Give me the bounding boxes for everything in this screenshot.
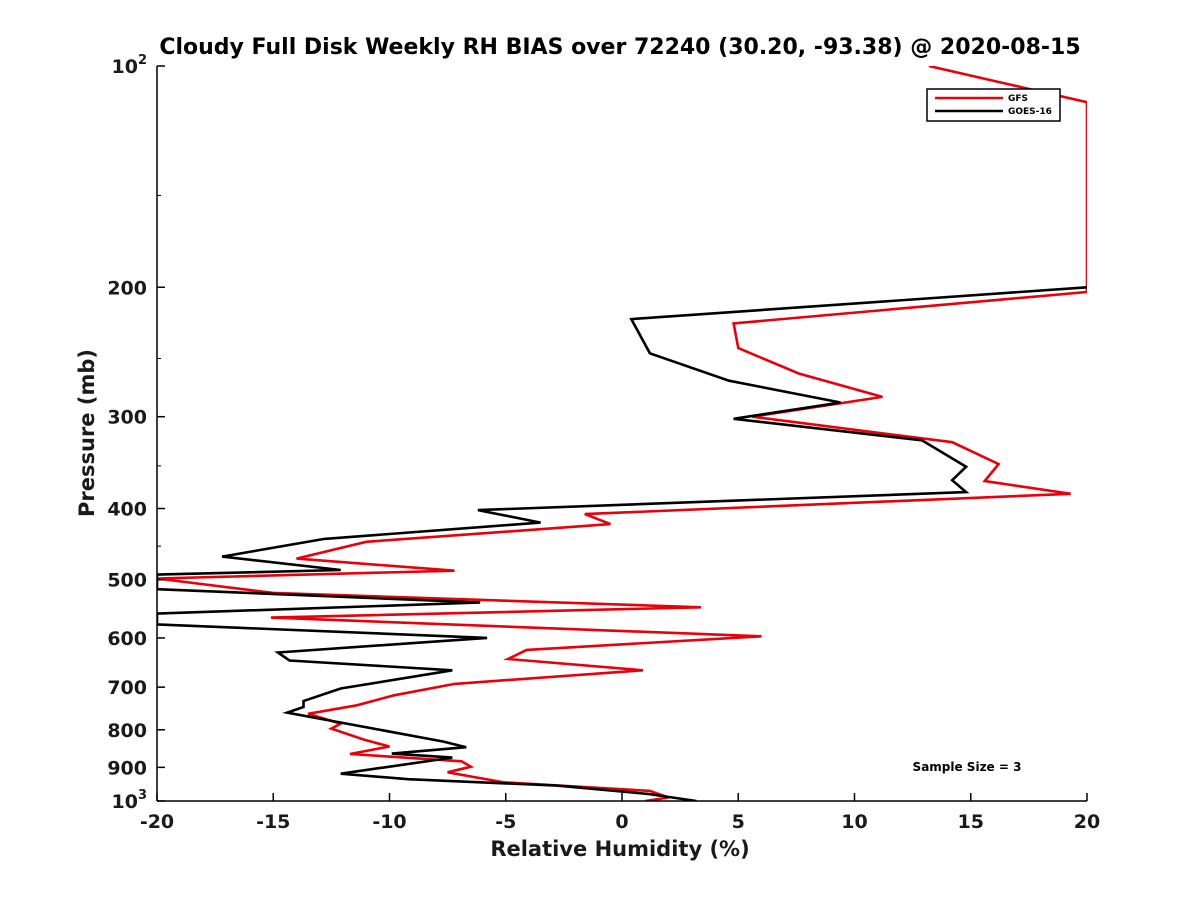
x-tick-label: 5: [732, 811, 745, 833]
legend-label-gfs: GFS: [1008, 94, 1028, 104]
y-tick-label: 103: [112, 788, 148, 813]
y-tick-label: 400: [107, 499, 147, 521]
y-tick-label: 600: [107, 628, 147, 650]
series-line-goes-16: [157, 286, 1087, 801]
legend-box: [926, 88, 1061, 122]
y-tick-label: 500: [107, 570, 147, 592]
legend: GFS GOES-16: [926, 88, 1061, 122]
sample-size-annotation: Sample Size = 3: [913, 760, 1022, 774]
x-tick-label: 15: [958, 811, 984, 833]
chart-title: Cloudy Full Disk Weekly RH BIAS over 722…: [159, 35, 1080, 60]
y-axis-label: Pressure (mb): [75, 349, 99, 517]
y-ticks: 102 200 300 400 500 600 700 800 900 103: [107, 53, 165, 813]
series-group: [157, 66, 1087, 801]
y-tick-label: 102: [112, 53, 148, 78]
y-tick-label: 900: [107, 757, 147, 779]
x-tick-label: -5: [495, 811, 516, 833]
x-axis-label: Relative Humidity (%): [490, 837, 749, 861]
y-tick-label: 300: [107, 407, 147, 429]
x-tick-label: 20: [1074, 811, 1100, 833]
y-tick-label: 800: [107, 720, 147, 742]
x-ticks: -20 -15 -10 -5 0 5 10 15 20: [140, 793, 1100, 833]
x-tick-label: -15: [256, 811, 290, 833]
y-tick-label: 200: [107, 277, 147, 299]
legend-label-goes16: GOES-16: [1008, 107, 1052, 117]
y-tick-label: 700: [107, 677, 147, 699]
x-tick-label: -10: [372, 811, 406, 833]
x-tick-label: -20: [140, 811, 174, 833]
x-tick-label: 0: [615, 811, 628, 833]
x-tick-label: 10: [841, 811, 867, 833]
